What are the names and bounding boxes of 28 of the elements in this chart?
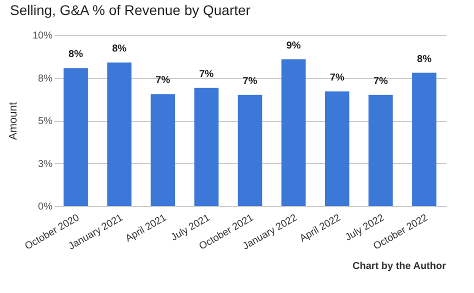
bar <box>281 59 306 206</box>
data-label: 7% <box>373 76 388 87</box>
bar <box>64 68 88 206</box>
x-tick-label: April 2021 <box>124 212 169 245</box>
data-label: 8% <box>416 54 432 65</box>
bar <box>107 62 132 206</box>
bar <box>238 94 262 206</box>
bar <box>324 91 350 206</box>
x-tick-label: April 2022 <box>298 212 343 245</box>
data-label: 8% <box>68 49 84 60</box>
data-label: 7% <box>242 76 258 87</box>
y-tick-label: 3% <box>38 158 53 170</box>
y-axis-title: Amount <box>7 102 20 140</box>
text: Chart by the Author <box>352 261 446 272</box>
y-tick-label: 8% <box>38 73 53 84</box>
y-tick-label: 5% <box>38 116 53 127</box>
y-tick-label: 10% <box>32 30 53 42</box>
data-label: 7% <box>199 68 214 80</box>
data-label: 7% <box>156 75 170 86</box>
data-label: 7% <box>330 72 344 84</box>
bar <box>194 88 219 206</box>
chart-title: Selling, G&A % of Revenue by Quarter <box>10 2 251 18</box>
data-label: 9% <box>286 40 301 52</box>
bar <box>150 94 176 206</box>
data-label: 8% <box>112 44 127 55</box>
bar <box>412 72 436 206</box>
y-tick-label: 0% <box>38 202 53 212</box>
bar <box>368 94 393 206</box>
